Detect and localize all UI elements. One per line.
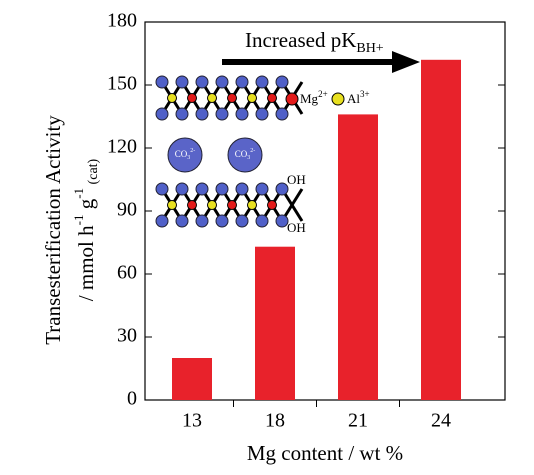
inset-schematic: CO32- CO32-: [155, 75, 304, 228]
bar: [338, 114, 378, 401]
oxygen: [215, 107, 229, 121]
metal: [167, 93, 177, 103]
oxygen: [255, 214, 269, 228]
al-label: Al3+: [347, 89, 370, 106]
plot: 0 30 60 90 120 150 180 13 18 21 24: [107, 10, 506, 432]
y-axis-unit: / mmol h-1 g-1 (cat): [71, 158, 101, 301]
oxygen: [275, 214, 289, 228]
metal: [267, 93, 277, 103]
carbonate-label: CO32-: [175, 148, 196, 161]
x-tick-label: 21: [348, 410, 368, 432]
carbonate: [227, 137, 263, 173]
bar: [172, 358, 212, 400]
oh-bottom: OH: [287, 220, 306, 235]
oxygen: [255, 107, 269, 121]
metal: [227, 93, 237, 103]
oxygen: [215, 75, 229, 89]
oxygen: [235, 75, 249, 89]
carbonate-label: CO32-: [235, 148, 256, 161]
oh-top: OH: [287, 172, 306, 187]
y-tick-label: 180: [107, 10, 137, 32]
oxygen: [235, 182, 249, 196]
metal: [187, 93, 197, 103]
oxygen: [155, 214, 169, 228]
oxygen: [195, 107, 209, 121]
oxygen: [235, 214, 249, 228]
x-axis-label: Mg content / wt %: [247, 441, 403, 465]
oxygen: [275, 75, 289, 89]
metal: [167, 200, 177, 210]
oxygen: [195, 75, 209, 89]
oxygen: [215, 214, 229, 228]
oxygen: [175, 107, 189, 121]
y-tick-label: 120: [107, 136, 137, 158]
x-tick-label: 13: [182, 410, 202, 432]
metal: [247, 93, 257, 103]
metal: [227, 200, 237, 210]
al-legend-dot: [331, 92, 345, 106]
mg-legend-dot: [285, 92, 299, 106]
oxygen: [255, 75, 269, 89]
metal: [267, 200, 277, 210]
y-tick-label: 150: [107, 73, 137, 95]
y-tick-label: 60: [117, 262, 137, 284]
oxygen: [215, 182, 229, 196]
y-tick-label: 90: [117, 199, 137, 221]
metal: [207, 93, 217, 103]
oxygen: [275, 182, 289, 196]
carbonate: [167, 137, 203, 173]
oxygen: [275, 107, 289, 121]
oxygen: [195, 214, 209, 228]
x-tick-label: 24: [431, 410, 451, 432]
oxygen: [155, 182, 169, 196]
bar: [255, 246, 295, 400]
arrow-label: Increased pKBH+: [245, 28, 384, 56]
metal: [207, 200, 217, 210]
x-tick-label: 18: [265, 410, 285, 432]
y-axis-label: Transesterification Activity: [41, 115, 65, 345]
oxygen: [175, 214, 189, 228]
oxygen: [175, 75, 189, 89]
arrow-head: [392, 51, 420, 73]
mg-label: Mg2+: [300, 89, 328, 106]
metal: [187, 200, 197, 210]
oxygen: [235, 107, 249, 121]
oxygen: [155, 75, 169, 89]
y-tick-label: 30: [117, 325, 137, 347]
oxygen: [175, 182, 189, 196]
oxygen: [195, 182, 209, 196]
y-tick-label: 0: [127, 388, 137, 410]
metal: [247, 200, 257, 210]
oxygen: [155, 107, 169, 121]
oxygen: [255, 182, 269, 196]
bar: [421, 59, 461, 401]
